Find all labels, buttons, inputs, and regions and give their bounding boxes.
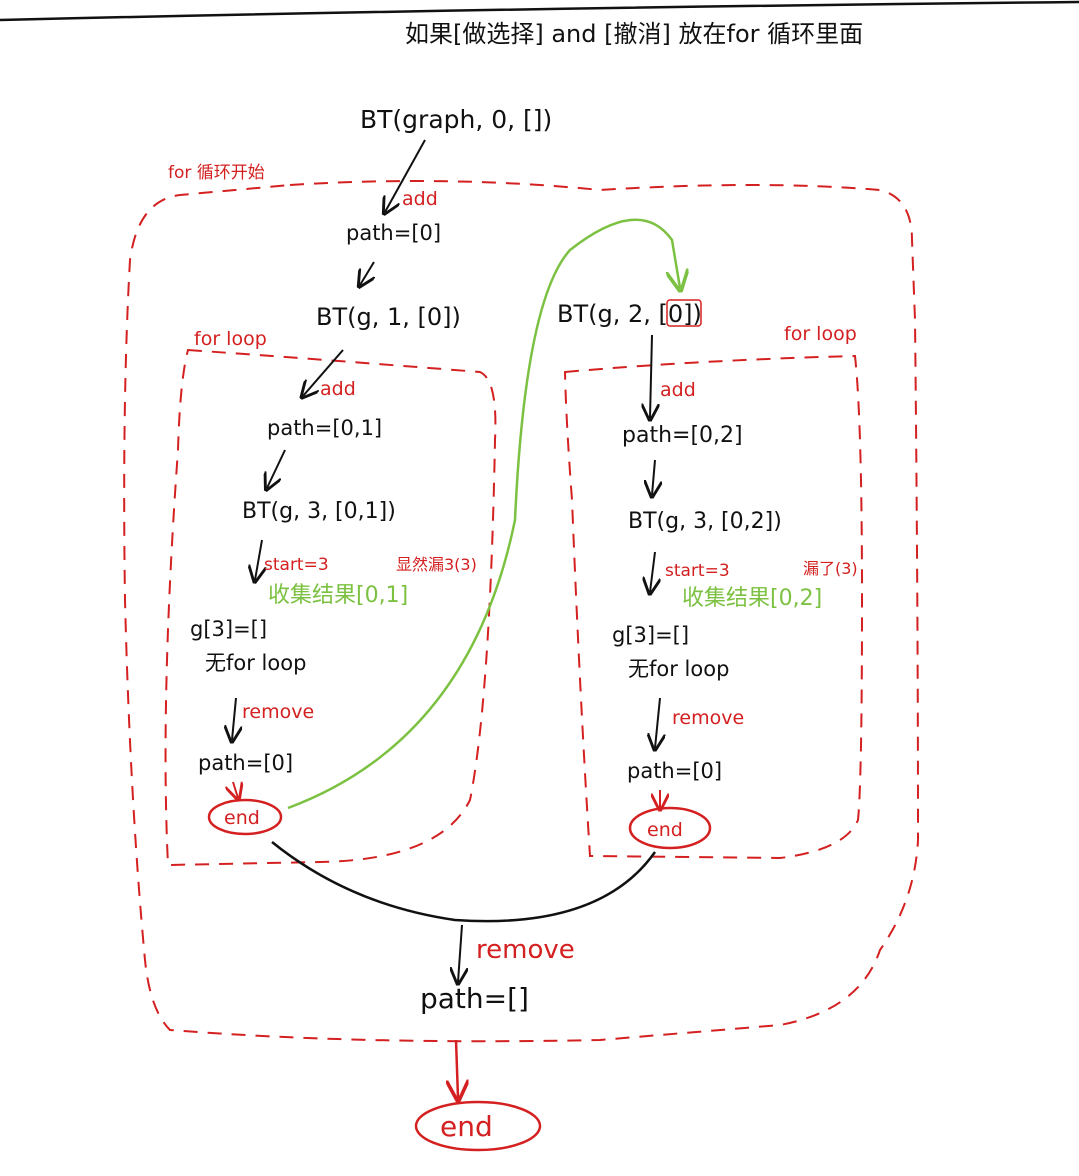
g3-empty-right: g[3]=[] bbox=[612, 623, 689, 647]
arrow-to-end-left bbox=[233, 782, 238, 798]
remove-label-right: remove bbox=[672, 707, 744, 729]
arrow-path01-to-call3 bbox=[267, 449, 286, 488]
add-label-1: add bbox=[402, 188, 438, 210]
add-label-2: add bbox=[320, 378, 356, 400]
call-node-g1: BT(g, 1, [0]) bbox=[316, 303, 461, 331]
arrow-remove-left bbox=[232, 697, 236, 740]
arrow-root-to-path0 bbox=[385, 139, 426, 212]
page-title: 如果[做选择] and [撤消] 放在for 循环里面 bbox=[405, 20, 863, 48]
left-for-loop-region bbox=[164, 348, 497, 867]
end-label-left: end bbox=[224, 807, 260, 829]
end-oval-final bbox=[414, 1100, 542, 1152]
left-for-loop-label: for loop bbox=[194, 328, 267, 350]
call-node-g3-left: BT(g, 3, [0,1]) bbox=[242, 499, 396, 524]
path-after-remove-left: path=[0] bbox=[198, 751, 293, 775]
arrow-call3-left-down bbox=[255, 539, 262, 580]
end-oval-right bbox=[628, 806, 712, 850]
arrow-path02-to-call3 bbox=[652, 459, 655, 495]
collect-result-left: 收集结果[0,1] bbox=[268, 583, 408, 608]
path-node-02: path=[0,2] bbox=[622, 423, 743, 448]
arrow-remove-right bbox=[655, 697, 660, 748]
for-start-label: for 循环开始 bbox=[168, 163, 265, 183]
path-node-01: path=[0,1] bbox=[267, 416, 382, 440]
arrow-call2-to-path02 bbox=[650, 334, 652, 418]
end-label-right: end bbox=[647, 819, 683, 841]
arrow-call3-right-down bbox=[650, 551, 655, 592]
no-for-loop-left: 无for loop bbox=[205, 651, 306, 675]
top-border-line bbox=[0, 0, 1079, 22]
arrow-path0-to-call1 bbox=[360, 261, 374, 285]
missing-note-left: 显然漏3(3) bbox=[396, 555, 477, 574]
missing-note-right: 漏了(3) bbox=[803, 559, 858, 578]
right-for-loop-label: for loop bbox=[784, 323, 857, 345]
add-label-right: add bbox=[660, 379, 696, 401]
no-for-loop-right: 无for loop bbox=[628, 657, 729, 681]
call-node-g2: BT(g, 2, [0]) bbox=[557, 300, 702, 328]
green-return-curve bbox=[287, 218, 680, 810]
right-for-loop-region bbox=[563, 354, 864, 860]
arrow-to-final-end bbox=[456, 1039, 458, 1098]
end-label-final: end bbox=[440, 1110, 493, 1143]
arrow-call1-to-path01 bbox=[303, 349, 344, 396]
start-note-right: start=3 bbox=[665, 561, 730, 581]
red-box-path-arg bbox=[666, 299, 702, 327]
remove-label-bottom: remove bbox=[476, 935, 575, 965]
start-note-left: start=3 bbox=[264, 555, 329, 575]
root-call-node: BT(graph, 0, []) bbox=[360, 105, 552, 134]
remove-label-left: remove bbox=[242, 701, 314, 723]
path-after-remove-right: path=[0] bbox=[627, 759, 722, 783]
end-oval-left bbox=[207, 798, 283, 836]
merge-curve bbox=[271, 841, 657, 923]
arrow-merge-down bbox=[458, 924, 462, 982]
g3-empty-left: g[3]=[] bbox=[190, 617, 267, 641]
call-node-g3-right: BT(g, 3, [0,2]) bbox=[628, 509, 782, 534]
collect-result-right: 收集结果[0,2] bbox=[682, 586, 822, 611]
outer-for-loop-region bbox=[123, 180, 920, 1043]
path-empty-bottom: path=[] bbox=[420, 982, 529, 1015]
path-node-0: path=[0] bbox=[346, 221, 441, 245]
